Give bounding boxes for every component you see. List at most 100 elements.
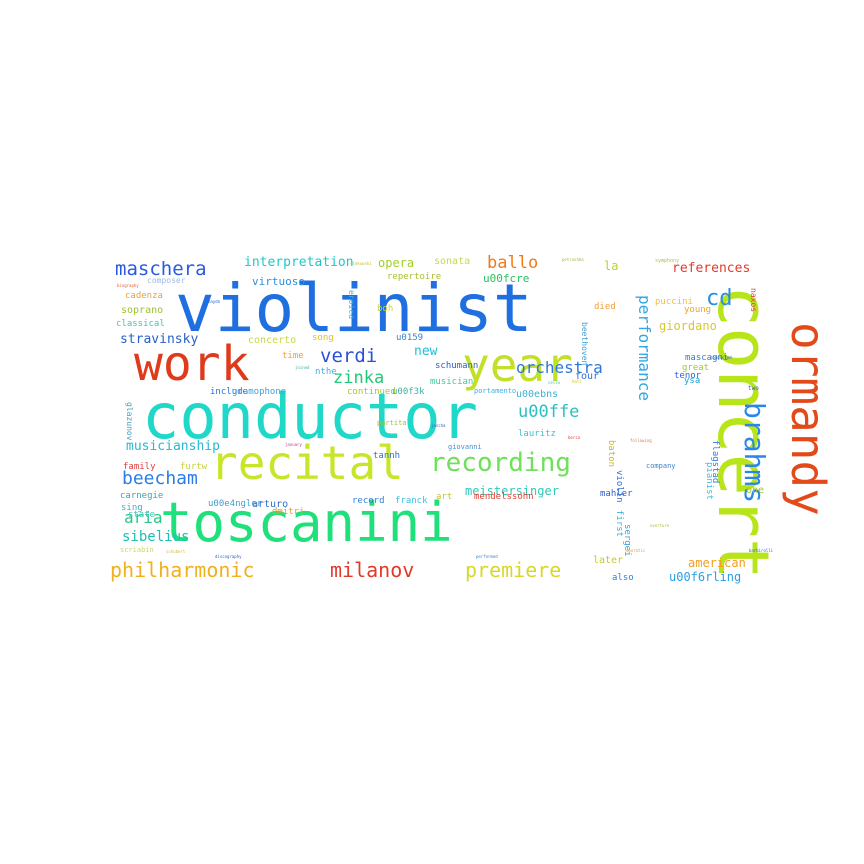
word-bersa: bersa (568, 435, 581, 440)
word-stravinsky: stravinsky (120, 332, 199, 347)
word-cadenza: cadenza (125, 291, 163, 301)
word-musicianship: musicianship (126, 439, 220, 454)
word-ormandy: ormandy (781, 322, 835, 516)
word-violin: violin (614, 470, 624, 503)
word-classical: classical (116, 319, 165, 329)
word-discography: discography (215, 554, 242, 559)
word-scriabin: scriabin (120, 546, 154, 554)
word-song: song (312, 333, 334, 343)
word-u00ebns: u00ebns (516, 389, 559, 400)
word-two: two (748, 385, 759, 392)
word-zinka: zinka (333, 368, 385, 388)
word-meistersinger: meistersinger (465, 484, 559, 498)
word-four: four (575, 371, 600, 382)
word-giordano: giordano (659, 319, 717, 333)
word-baton: baton (606, 440, 616, 468)
word-composer: composer (147, 276, 186, 285)
word-u00f3k: u00f3k (392, 387, 425, 397)
word-performance: performance (635, 295, 654, 401)
word-state: state (128, 510, 156, 520)
word-biography: biography (117, 283, 139, 288)
word-la: la (604, 259, 619, 273)
word-schubert: schubert (166, 549, 186, 554)
word-young: young (684, 305, 712, 315)
word-eroica: eroica (347, 290, 356, 319)
word-overture: overture (650, 523, 670, 528)
word-conducted: conducted (710, 355, 732, 360)
word-cello: cello (548, 380, 561, 385)
word-petrushka: petrushka (562, 257, 584, 262)
word-boh: boh (377, 304, 394, 314)
word-january: january (285, 442, 302, 447)
word-stokowski: stokowski (350, 261, 372, 266)
word-violinist: violinist (175, 270, 533, 347)
word-company: company (646, 462, 676, 470)
word-great: great (682, 363, 710, 373)
word-cd: cd (706, 286, 733, 311)
word-giovanni: giovanni (448, 443, 482, 451)
word-schumann: schumann (435, 361, 479, 371)
word-mascagni: mascagni (685, 353, 729, 363)
word-record: record (352, 496, 385, 506)
word-year: year (462, 338, 573, 392)
word-carnegie: carnegie (120, 491, 164, 501)
word-sing: sing (121, 503, 143, 513)
word-hall: hall (572, 379, 582, 384)
word-later: later (593, 555, 624, 566)
word-recital: recital (210, 436, 404, 490)
word-references: references (672, 261, 751, 276)
word-glazunov: glazunov (125, 402, 134, 441)
word-sibelius: sibelius (122, 529, 190, 545)
word-naxos: naxos (749, 288, 758, 313)
word-tenor: tenor (674, 371, 702, 381)
word-operatic: operatic (626, 548, 646, 553)
word-gramophone: gramophone (232, 387, 287, 397)
word-dmitri: dmitri (272, 507, 305, 517)
word-ysa: ysa (684, 376, 701, 386)
word-work: work (134, 336, 250, 392)
word-performed: performed (476, 554, 498, 559)
word-toscanini: toscanini (160, 491, 453, 554)
word-u0159: u0159 (396, 333, 424, 343)
word-one: one (746, 485, 765, 496)
word-recording: recording (430, 448, 571, 478)
word-joined: joined (295, 365, 310, 370)
word-premiere: premiere (465, 558, 562, 582)
word-family: family (123, 462, 156, 472)
word-concerto: concerto (248, 335, 297, 346)
word-musician: musician (430, 377, 474, 387)
word-verdi: verdi (320, 345, 378, 367)
word-time: time (282, 351, 304, 361)
word-opera: opera (378, 256, 415, 270)
word-died: died (594, 302, 616, 312)
word-mahler: mahler (600, 489, 633, 499)
word-nthe: nthe (315, 367, 337, 377)
word-u00fcre: u00fcre (483, 272, 530, 285)
word-beecham: beecham (122, 468, 198, 489)
word-sonata: sonata (434, 256, 471, 267)
word-jascha: jascha (431, 423, 446, 428)
word-symphony: symphony (655, 258, 680, 264)
word-furtw: furtw (180, 462, 208, 472)
word-include: include (210, 387, 248, 397)
word-lauritz: lauritz (518, 429, 556, 439)
word-orchestra: orchestra (516, 358, 603, 377)
word-u00f6rling: u00f6rling (669, 570, 742, 584)
word-portamento: portamento (474, 387, 517, 395)
word-repertoire: repertoire (387, 272, 442, 282)
word-puccini: puccini (655, 297, 693, 307)
word-ballo: ballo (487, 253, 539, 273)
word-american: american (688, 556, 746, 570)
word-mendelssohn: mendelssohn (474, 492, 534, 502)
word-milanov: milanov (330, 558, 415, 582)
word-haydn: haydn (208, 299, 221, 304)
word-franck: franck (395, 496, 428, 506)
word-new: new (414, 344, 438, 359)
word-aria: aria (124, 508, 163, 527)
word-soprano: soprano (121, 305, 164, 316)
word-barbirolli: barbirolli (749, 548, 774, 553)
word-tannh: tannh (373, 451, 401, 461)
word-virtuoso: virtuoso (252, 275, 305, 288)
word-beethoven: beethoven (580, 322, 589, 366)
